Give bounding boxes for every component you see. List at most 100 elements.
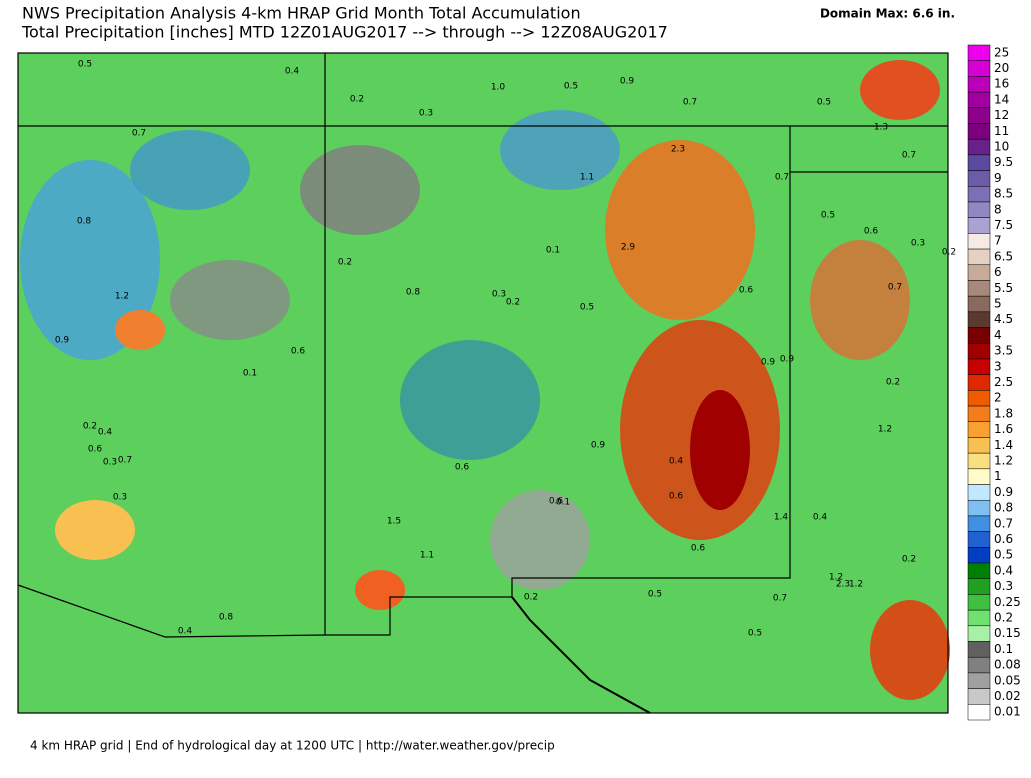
map-label: 0.7 [683,98,697,108]
legend-label: 9 [994,171,1002,185]
legend-swatch [967,123,991,140]
legend-label: 10 [994,140,1009,154]
legend-label: 12 [994,108,1009,122]
legend-label: 0.1 [994,642,1013,656]
legend-swatch [967,295,991,313]
map-label: 2.3 [671,145,685,155]
map-label: 0.6 [691,544,706,554]
map-label: 0.2 [942,248,956,258]
map-label: 0.5 [817,98,831,108]
legend-label: 0.08 [994,658,1021,672]
legend-label: 16 [994,77,1009,91]
map-label: 1.1 [580,173,594,183]
legend-label: 6.5 [994,249,1013,263]
map-label: 0.4 [813,513,828,523]
map-label: 2.9 [621,243,636,253]
map-label: 0.2 [524,593,538,603]
map-label: 1.2 [878,425,892,435]
map-labels: 0.50.41.0 0.5 0.90.7 0.51.30.70.20.32.30.71… [55,60,956,639]
legend-swatch [967,704,991,721]
map-label: 0.3 [492,290,506,300]
map-label: 0.7 [775,173,789,183]
legend-label: 4.5 [994,312,1013,326]
map-label: 0.6 [88,445,103,455]
map-label: 0.5 [580,303,594,313]
legend-label: 2.5 [994,375,1013,389]
map-label: 0.4 [98,428,113,438]
legend-swatch [967,405,991,422]
map-label: 0.4 [285,67,300,77]
map-label: 0.5 [564,82,578,92]
legend-label: 9.5 [994,155,1013,169]
legend-label: 0.25 [994,595,1021,609]
map-label: 1.2 [849,580,863,590]
legend-label: 0.01 [994,705,1021,719]
map-label: 0.2 [350,95,364,105]
legend-swatch [967,91,991,109]
legend-swatch [967,76,991,93]
legend-swatch [967,343,991,360]
legend-label: 1.8 [994,406,1013,420]
legend-label: 11 [994,124,1009,138]
map-label: 0.2 [506,298,520,308]
legend-swatch [967,578,991,595]
legend-label: 0.3 [994,579,1013,593]
legend-label: 3.5 [994,344,1013,358]
legend-swatch [967,625,991,642]
map-label: 0.6 [669,492,684,502]
legend-label: 0.15 [994,626,1021,640]
map-label: 0.9 [55,336,70,346]
map-label: 0.8 [77,217,92,227]
legend-label: 7.5 [994,218,1013,232]
map-label: 0.4 [178,627,193,637]
map-label: 0.3 [419,109,433,119]
legend-swatch [967,484,991,501]
legend-swatch [967,468,991,485]
map-label: 0.3 [103,458,117,468]
legend-label: 0.6 [994,532,1013,546]
legend-swatch [967,531,991,548]
map-label: 0.8 [219,613,234,623]
legend-swatch [967,421,991,438]
legend-label: 0.7 [994,516,1013,530]
legend-swatch [967,170,991,187]
map-label: 0.9 [780,355,795,365]
map-label: 0.7 [118,456,132,466]
legend-label: 0.02 [994,689,1021,703]
legend-swatch [967,138,991,156]
legend-label: 25 [994,45,1009,59]
map-label: 0.2 [338,258,352,268]
legend-swatch [967,547,991,564]
map-label: 0.7 [773,594,787,604]
map-label: 0.6 [549,497,564,507]
legend-swatch [967,656,991,674]
subtitle: Total Precipitation [inches] MTD 12Z01AU… [21,23,668,42]
legend-swatch [967,44,991,61]
state-borders [17,52,949,714]
map-label: 0.6 [455,463,470,473]
legend-swatch [967,311,991,328]
legend-label: 1 [994,469,1002,483]
legend-swatch [967,374,991,391]
map-label: 1.4 [774,513,789,523]
legend-label: 3 [994,359,1002,373]
legend-swatch [967,452,991,470]
legend-label: 8.5 [994,187,1013,201]
legend-swatch [967,562,991,579]
legend-swatch [967,201,991,218]
footer: 4 km HRAP grid | End of hydrological day… [30,739,555,753]
legend-label: 5.5 [994,281,1013,295]
map-label: 0.9 [761,358,776,368]
map-label: 0.1 [556,498,570,508]
map-label: 1.5 [387,517,401,527]
legend-swatch [967,641,991,658]
domain-max: Domain Max: 6.6 in. [820,7,955,21]
map-label: 0.7 [132,129,146,139]
map-label: 0.8 [406,288,421,298]
legend-label: 0.2 [994,610,1013,624]
legend-label: 6 [994,265,1002,279]
legend-swatch [967,233,991,250]
map-label: 0.9 [591,441,606,451]
